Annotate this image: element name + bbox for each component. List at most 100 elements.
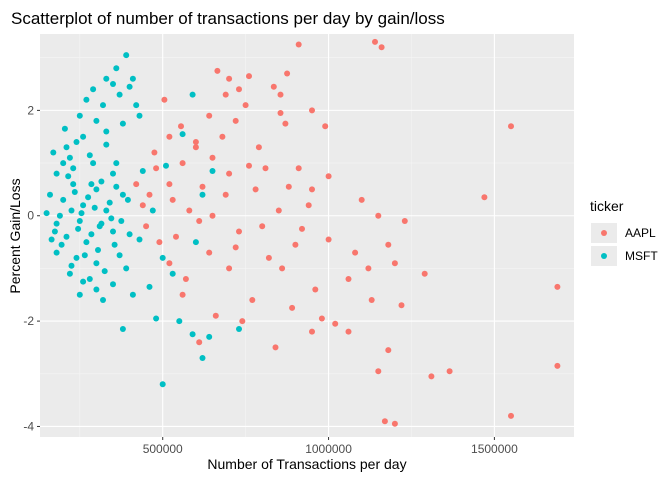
point-aapl xyxy=(391,420,398,427)
point-msft xyxy=(60,160,67,167)
y-tick-label: -2 xyxy=(23,314,34,328)
point-aapl xyxy=(182,276,189,282)
y-axis-title: Percent Gain/Loss xyxy=(7,178,23,293)
point-msft xyxy=(111,241,118,248)
legend-label-aapl: AAPL xyxy=(625,226,656,240)
point-aapl xyxy=(277,110,284,116)
point-aapl xyxy=(322,123,329,130)
point-msft xyxy=(110,170,116,177)
point-aapl xyxy=(289,304,296,311)
point-msft xyxy=(73,254,80,261)
point-msft xyxy=(163,162,169,169)
point-msft xyxy=(110,228,116,235)
point-aapl xyxy=(242,102,249,109)
point-aapl xyxy=(192,139,199,145)
point-aapl xyxy=(222,91,229,98)
point-aapl xyxy=(312,286,319,293)
point-msft xyxy=(53,220,60,227)
point-msft xyxy=(63,233,70,240)
point-aapl xyxy=(262,165,269,172)
y-tick-label: 0 xyxy=(27,209,34,223)
point-aapl xyxy=(199,183,206,190)
point-msft xyxy=(149,207,156,214)
point-aapl xyxy=(179,160,186,167)
point-aapl xyxy=(381,418,388,425)
point-msft xyxy=(189,331,196,338)
point-msft xyxy=(100,297,106,303)
point-msft xyxy=(73,139,80,145)
point-msft xyxy=(159,381,166,388)
point-msft xyxy=(133,102,140,109)
point-aapl xyxy=(375,368,382,375)
point-msft xyxy=(119,191,126,198)
point-aapl xyxy=(508,412,514,419)
point-aapl xyxy=(146,191,153,198)
point-msft xyxy=(51,228,58,235)
point-aapl xyxy=(255,144,262,151)
point-aapl xyxy=(378,44,385,51)
point-aapl xyxy=(133,181,140,188)
point-msft xyxy=(80,278,87,285)
point-msft xyxy=(68,262,75,269)
point-msft xyxy=(80,202,87,209)
point-aapl xyxy=(272,344,279,351)
point-msft xyxy=(103,75,110,82)
point-aapl xyxy=(446,368,453,375)
point-msft xyxy=(129,75,136,82)
point-msft xyxy=(65,173,72,180)
point-aapl xyxy=(173,233,179,240)
point-msft xyxy=(98,178,105,185)
chart-title: Scatterplot of number of transactions pe… xyxy=(11,9,445,28)
point-aapl xyxy=(305,202,312,209)
legend: ticker AAPL MSFT xyxy=(590,198,658,266)
point-msft xyxy=(63,144,70,151)
point-msft xyxy=(176,318,183,325)
y-tick-label: -4 xyxy=(23,419,34,433)
point-aapl xyxy=(277,91,284,98)
point-aapl xyxy=(285,183,292,190)
point-aapl xyxy=(209,212,216,219)
point-msft xyxy=(88,181,95,188)
y-tick-label: 2 xyxy=(27,103,34,117)
point-aapl xyxy=(270,83,277,90)
point-aapl xyxy=(206,112,213,119)
point-aapl xyxy=(391,260,398,267)
point-msft xyxy=(85,194,92,201)
x-tick-label: 1500000 xyxy=(471,442,518,456)
point-aapl xyxy=(554,283,561,290)
point-aapl xyxy=(212,312,219,319)
point-msft xyxy=(116,91,123,98)
point-aapl xyxy=(352,249,359,256)
point-msft xyxy=(159,254,166,261)
point-aapl xyxy=(428,373,435,380)
point-msft xyxy=(100,102,106,109)
point-msft xyxy=(103,128,110,135)
point-aapl xyxy=(166,133,173,140)
point-msft xyxy=(61,125,68,132)
point-msft xyxy=(71,189,78,195)
point-aapl xyxy=(279,265,286,272)
point-msft xyxy=(129,291,136,298)
point-msft xyxy=(81,252,88,259)
x-tick-label: 500000 xyxy=(143,442,183,456)
point-aapl xyxy=(358,196,365,203)
point-aapl xyxy=(214,67,221,74)
legend-dot-msft xyxy=(601,253,607,259)
legend-dot-aapl xyxy=(601,230,607,236)
point-aapl xyxy=(295,41,302,48)
point-aapl xyxy=(209,154,216,161)
point-msft xyxy=(88,231,95,238)
point-aapl xyxy=(236,86,242,93)
point-msft xyxy=(101,268,108,275)
point-aapl xyxy=(292,241,299,248)
point-aapl xyxy=(309,186,315,193)
point-msft xyxy=(75,225,82,232)
point-aapl xyxy=(385,347,392,354)
point-aapl xyxy=(275,207,282,214)
point-msft xyxy=(119,120,126,127)
point-aapl xyxy=(232,117,239,124)
point-msft xyxy=(95,247,101,253)
point-aapl xyxy=(375,212,382,219)
point-msft xyxy=(108,215,115,222)
point-msft xyxy=(124,196,131,203)
